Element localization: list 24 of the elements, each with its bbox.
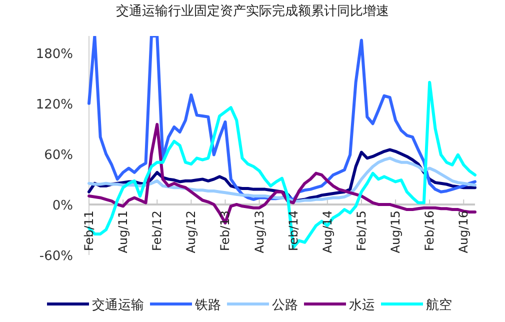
legend-label: 铁路 bbox=[194, 298, 221, 313]
y-tick-label: 120% bbox=[36, 97, 73, 112]
y-tick-label: 0% bbox=[52, 198, 73, 214]
legend-label: 水运 bbox=[349, 298, 375, 313]
legend-label: 公路 bbox=[272, 298, 298, 313]
x-tick-label: Feb/16 bbox=[422, 210, 437, 252]
y-tick-label: 180% bbox=[36, 46, 73, 62]
x-tick-label: Feb/13 bbox=[218, 210, 232, 252]
x-tick-label: Aug/11 bbox=[116, 210, 130, 254]
x-tick-label: Feb/14 bbox=[286, 210, 300, 252]
x-tick-label: Feb/12 bbox=[150, 210, 164, 252]
y-tick-label: -60% bbox=[39, 249, 73, 264]
y-tick-label: 60% bbox=[44, 148, 73, 163]
chart-title: 交通运输行业固定资产实际完成额累计同比增速 bbox=[116, 3, 389, 19]
x-tick-label: Feb/11 bbox=[82, 210, 96, 252]
x-tick-label: Aug/14 bbox=[320, 210, 334, 254]
x-tick-label: Feb/15 bbox=[354, 210, 368, 252]
x-tick-label: Aug/16 bbox=[456, 210, 471, 254]
x-tick-label: Aug/15 bbox=[388, 210, 403, 254]
legend-label: 航空 bbox=[426, 298, 452, 313]
legend-label: 交通运输 bbox=[92, 297, 144, 313]
x-tick-label: Aug/13 bbox=[252, 210, 266, 254]
line-series bbox=[88, 36, 476, 202]
x-tick-label: Aug/12 bbox=[184, 210, 198, 254]
